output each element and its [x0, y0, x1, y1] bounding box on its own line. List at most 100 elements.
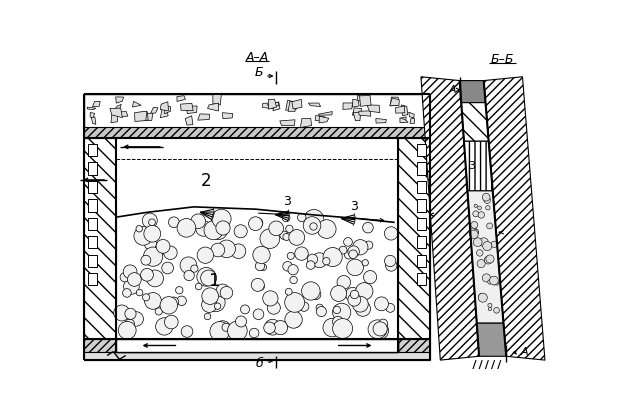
Circle shape: [486, 255, 494, 263]
Circle shape: [285, 311, 302, 328]
Circle shape: [144, 225, 161, 242]
Polygon shape: [90, 112, 94, 119]
Bar: [84, 127, 430, 138]
Polygon shape: [137, 112, 148, 120]
Circle shape: [484, 197, 491, 203]
Circle shape: [310, 290, 321, 300]
Circle shape: [148, 219, 155, 226]
Circle shape: [478, 212, 484, 218]
Circle shape: [356, 283, 373, 300]
Bar: [417, 217, 427, 230]
Circle shape: [231, 244, 246, 259]
Circle shape: [384, 255, 396, 266]
Polygon shape: [359, 111, 371, 116]
Circle shape: [196, 221, 212, 236]
Polygon shape: [268, 99, 276, 109]
Circle shape: [206, 293, 225, 312]
Circle shape: [479, 238, 488, 247]
Polygon shape: [477, 323, 506, 356]
Text: Б–Б: Б–Б: [491, 53, 514, 66]
Circle shape: [136, 289, 143, 296]
Circle shape: [273, 321, 288, 335]
Circle shape: [323, 258, 330, 265]
Circle shape: [197, 267, 215, 286]
Polygon shape: [343, 103, 353, 110]
Bar: [417, 181, 427, 193]
Circle shape: [348, 293, 361, 306]
Polygon shape: [115, 104, 121, 109]
Circle shape: [345, 250, 353, 259]
Circle shape: [168, 217, 179, 227]
Circle shape: [339, 246, 347, 254]
Circle shape: [202, 297, 217, 312]
Bar: [84, 352, 430, 360]
Polygon shape: [160, 102, 168, 111]
Text: 1: 1: [209, 272, 220, 290]
Bar: [116, 339, 397, 352]
Circle shape: [312, 253, 327, 268]
Circle shape: [297, 213, 306, 222]
Polygon shape: [181, 103, 193, 111]
Polygon shape: [135, 111, 147, 122]
Circle shape: [488, 303, 492, 308]
Circle shape: [307, 254, 317, 264]
Polygon shape: [319, 116, 329, 123]
Circle shape: [155, 308, 163, 315]
Circle shape: [304, 210, 324, 229]
Polygon shape: [353, 112, 361, 121]
Polygon shape: [468, 191, 504, 323]
Circle shape: [141, 255, 151, 265]
Circle shape: [483, 193, 490, 201]
Circle shape: [196, 283, 202, 290]
Text: 3: 3: [283, 195, 291, 208]
Circle shape: [283, 234, 290, 241]
Bar: [88, 273, 97, 286]
Circle shape: [197, 247, 214, 264]
Bar: [84, 339, 430, 352]
Circle shape: [209, 222, 227, 239]
Circle shape: [283, 261, 292, 271]
Circle shape: [373, 322, 388, 336]
Circle shape: [330, 286, 347, 301]
Circle shape: [332, 316, 343, 327]
Text: А–А: А–А: [245, 51, 269, 64]
Circle shape: [211, 243, 225, 257]
Circle shape: [374, 297, 389, 311]
Circle shape: [214, 303, 221, 309]
Polygon shape: [401, 105, 408, 115]
Bar: [417, 199, 427, 212]
Polygon shape: [401, 117, 406, 122]
Circle shape: [161, 262, 173, 274]
Polygon shape: [288, 101, 295, 111]
Bar: [88, 199, 97, 212]
Polygon shape: [268, 102, 279, 107]
Circle shape: [363, 271, 377, 284]
Circle shape: [255, 261, 265, 271]
Circle shape: [496, 282, 499, 285]
Bar: [88, 181, 97, 193]
Circle shape: [201, 270, 217, 286]
Circle shape: [474, 204, 478, 208]
Circle shape: [368, 320, 387, 339]
Polygon shape: [353, 99, 359, 107]
Circle shape: [363, 222, 373, 233]
Circle shape: [333, 306, 340, 314]
Circle shape: [280, 231, 288, 239]
Circle shape: [384, 227, 398, 240]
Circle shape: [317, 220, 336, 238]
Circle shape: [355, 301, 371, 316]
Circle shape: [252, 278, 265, 291]
Circle shape: [295, 247, 308, 260]
Text: б: б: [255, 357, 263, 371]
Circle shape: [142, 294, 150, 301]
Circle shape: [289, 229, 305, 245]
Circle shape: [323, 247, 342, 266]
Bar: [417, 273, 427, 286]
Circle shape: [124, 279, 139, 294]
Circle shape: [323, 318, 342, 337]
Polygon shape: [390, 98, 399, 106]
Circle shape: [343, 237, 352, 246]
Circle shape: [177, 219, 196, 237]
Circle shape: [136, 226, 142, 232]
Circle shape: [134, 227, 153, 245]
